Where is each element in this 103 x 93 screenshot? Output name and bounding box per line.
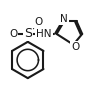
Text: O: O: [34, 17, 42, 27]
Text: O: O: [71, 42, 79, 52]
Text: S: S: [24, 27, 32, 40]
Text: HN: HN: [36, 29, 52, 39]
Text: O: O: [9, 29, 18, 39]
Text: N: N: [60, 14, 68, 24]
